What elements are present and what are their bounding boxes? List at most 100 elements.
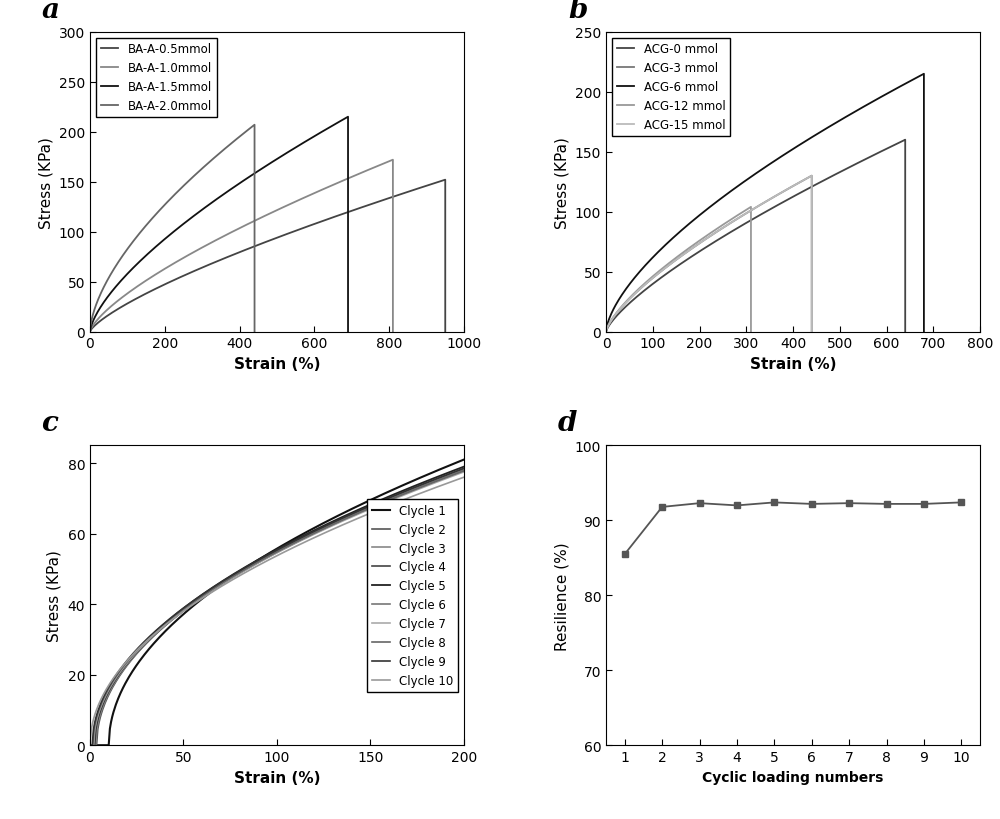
BA-A-0.5mmol: [439, 175, 451, 185]
Clycle 6: [400, 488, 412, 498]
Clycle 4: [431, 477, 443, 486]
ACG-12 mmol: [734, 210, 746, 219]
Clycle 10: [423, 486, 435, 495]
Line: Clycle 10: Clycle 10: [90, 477, 464, 745]
Clycle 3: [237, 566, 249, 576]
Line: Clycle 3: Clycle 3: [90, 471, 464, 745]
Clycle 6: [249, 559, 261, 569]
Clycle 4: [341, 514, 353, 524]
Line: Clycle 7: Clycle 7: [90, 473, 464, 745]
ACG-0 mmol: [876, 147, 888, 156]
BA-A-1.5mmol: [329, 120, 341, 130]
ACG-3 mmol: [797, 176, 809, 186]
Clycle 9: [84, 740, 96, 750]
BA-A-1.0mmol: [331, 179, 343, 189]
BA-A-0.5mmol: [199, 262, 211, 272]
Line: ACG-15 mmol: ACG-15 mmol: [606, 176, 812, 333]
Clycle 10: [399, 495, 411, 505]
BA-A-1.5mmol: [264, 159, 276, 169]
BA-A-1.5mmol: [84, 328, 96, 337]
Clycle 2: [400, 486, 412, 496]
ACG-6 mmol: [859, 102, 871, 111]
BA-A-1.0mmol: [182, 251, 194, 260]
ACG-12 mmol: [600, 328, 612, 337]
BA-A-1.0mmol: [387, 328, 399, 337]
Clycle 7: [431, 477, 443, 487]
Line: Clycle 9: Clycle 9: [90, 468, 464, 745]
Clycle 2: [458, 464, 470, 473]
Line: ACG-6 mmol: ACG-6 mmol: [606, 75, 924, 333]
Clycle 6: [431, 476, 443, 486]
Clycle 8: [458, 466, 470, 476]
X-axis label: Strain (%): Strain (%): [750, 356, 836, 372]
ACG-0 mmol: [899, 136, 911, 146]
BA-A-2.0mmol: [249, 120, 261, 130]
Clycle 3: [431, 476, 443, 486]
BA-A-2.0mmol: [137, 224, 149, 234]
BA-A-1.0mmol: [84, 328, 96, 337]
Clycle 1: [432, 466, 444, 476]
Clycle 5: [400, 485, 412, 495]
Clycle 3: [379, 497, 391, 507]
ACG-15 mmol: [790, 180, 802, 190]
BA-A-0.5mmol: [374, 197, 386, 207]
Clycle 2: [341, 512, 353, 522]
Line: BA-A-2.0mmol: BA-A-2.0mmol: [90, 125, 255, 333]
Clycle 6: [340, 514, 352, 523]
BA-A-2.0mmol: [249, 328, 261, 337]
ACG-6 mmol: [904, 77, 916, 87]
ACG-0 mmol: [809, 181, 821, 191]
Clycle 5: [237, 564, 249, 574]
BA-A-1.0mmol: [387, 156, 399, 165]
Clycle 10: [313, 531, 325, 541]
Line: ACG-3 mmol: ACG-3 mmol: [606, 176, 812, 333]
Clycle 8: [236, 567, 248, 577]
Clycle 8: [431, 477, 443, 486]
Clycle 9: [431, 474, 443, 484]
Text: a: a: [41, 0, 59, 24]
Clycle 2: [238, 565, 250, 575]
Legend: Clycle 1, Clycle 2, Clycle 3, Clycle 4, Clycle 5, Clycle 6, Clycle 7, Clycle 8, : Clycle 1, Clycle 2, Clycle 3, Clycle 4, …: [367, 500, 458, 692]
Clycle 1: [382, 487, 394, 497]
ACG-0 mmol: [884, 143, 896, 152]
Clycle 6: [379, 497, 391, 507]
Clycle 2: [431, 474, 443, 484]
ACG-6 mmol: [893, 83, 905, 93]
Clycle 8: [379, 497, 391, 507]
Clycle 3: [84, 740, 96, 750]
BA-A-0.5mmol: [332, 211, 344, 221]
ACG-3 mmol: [795, 177, 807, 187]
Clycle 3: [341, 514, 353, 523]
ACG-3 mmol: [667, 258, 679, 268]
Clycle 3: [458, 466, 470, 476]
Clycle 5: [340, 510, 352, 520]
ACG-12 mmol: [701, 231, 713, 241]
ACG-12 mmol: [745, 328, 757, 337]
ACG-6 mmol: [703, 203, 715, 213]
BA-A-1.0mmol: [372, 162, 384, 172]
Clycle 10: [84, 740, 96, 750]
Clycle 4: [237, 567, 249, 577]
ACG-0 mmol: [600, 328, 612, 337]
Clycle 9: [378, 495, 390, 505]
Clycle 7: [458, 468, 470, 477]
BA-A-0.5mmol: [439, 328, 451, 337]
Clycle 9: [458, 464, 470, 473]
Clycle 5: [84, 740, 96, 750]
Clycle 4: [84, 740, 96, 750]
BA-A-2.0mmol: [199, 162, 211, 172]
Clycle 4: [458, 466, 470, 476]
Line: Clycle 2: Clycle 2: [90, 468, 464, 745]
Clycle 2: [84, 740, 96, 750]
Text: d: d: [557, 410, 577, 437]
Line: BA-A-0.5mmol: BA-A-0.5mmol: [90, 180, 445, 333]
Clycle 4: [379, 497, 391, 507]
X-axis label: Strain (%): Strain (%): [234, 356, 320, 372]
Line: Clycle 5: Clycle 5: [90, 467, 464, 745]
ACG-3 mmol: [790, 180, 802, 190]
ACG-3 mmol: [768, 192, 780, 202]
Clycle 6: [458, 466, 470, 476]
BA-A-1.0mmol: [374, 161, 386, 171]
Clycle 1: [245, 559, 257, 569]
Clycle 1: [402, 478, 414, 488]
